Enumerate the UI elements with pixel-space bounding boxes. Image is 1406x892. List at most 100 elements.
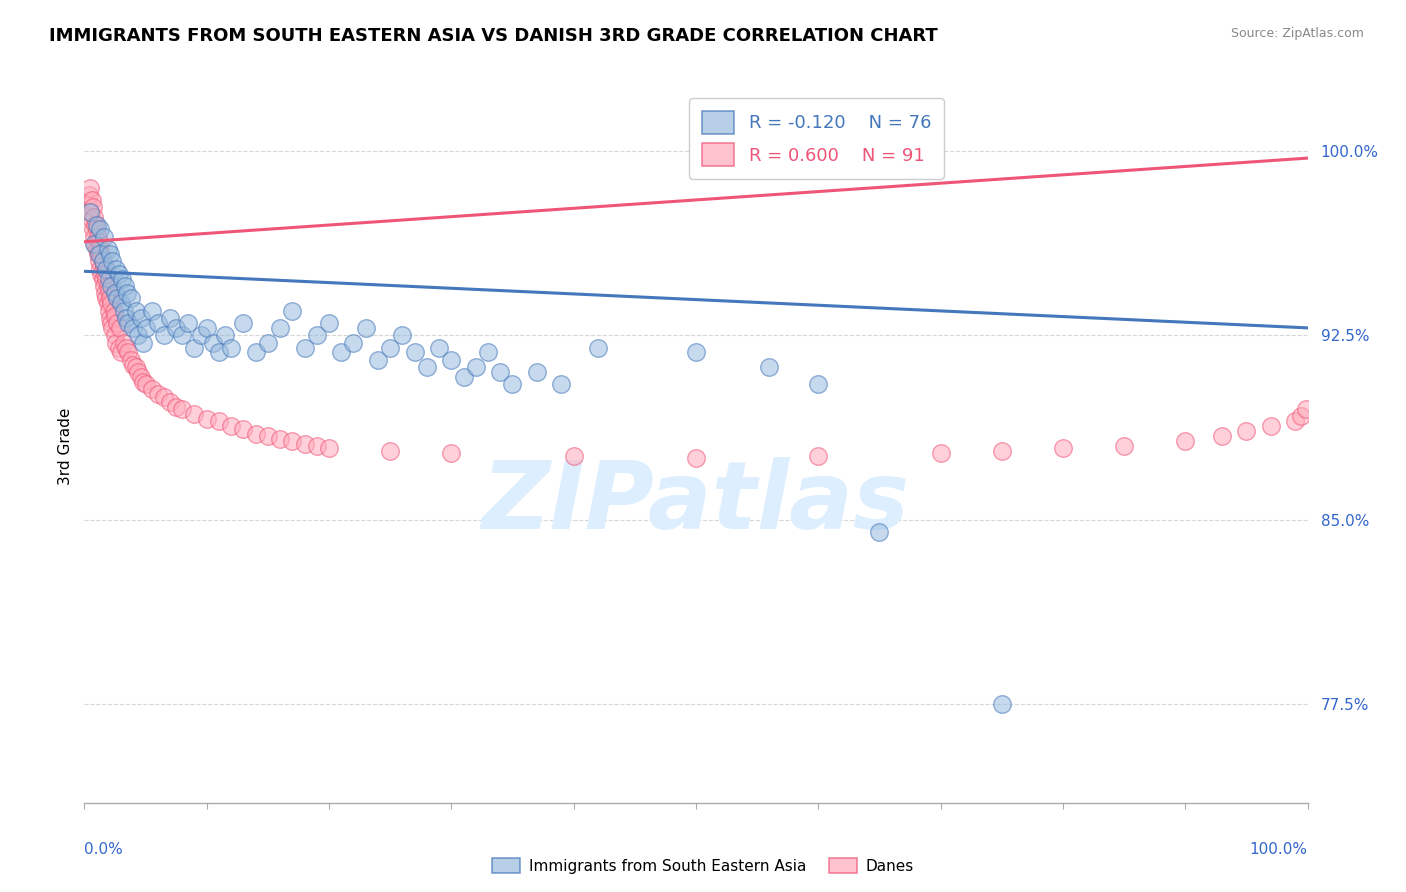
Point: [100, 316, 122, 330]
Point: [129, 370, 152, 384]
Point: [245, 345, 267, 359]
Point: [550, 377, 572, 392]
Point: [89, 261, 111, 276]
Point: [165, 400, 187, 414]
Point: [87, 254, 110, 268]
Point: [404, 345, 426, 359]
Point: [83, 237, 105, 252]
Point: [991, 444, 1014, 458]
Point: [114, 279, 136, 293]
Point: [129, 311, 152, 326]
Point: [153, 328, 176, 343]
Point: [269, 432, 291, 446]
Point: [98, 291, 121, 305]
Point: [77, 188, 100, 202]
Point: [183, 407, 205, 421]
Point: [97, 303, 120, 318]
Point: [117, 316, 139, 330]
Point: [190, 328, 212, 343]
Point: [87, 235, 110, 249]
Point: [416, 360, 439, 375]
Point: [477, 345, 499, 359]
Point: [107, 341, 129, 355]
Point: [146, 316, 169, 330]
Point: [183, 341, 205, 355]
Point: [125, 360, 148, 375]
Point: [219, 341, 242, 355]
Point: [90, 267, 112, 281]
Point: [94, 286, 117, 301]
Point: [1052, 442, 1074, 456]
Point: [135, 377, 157, 392]
Point: [108, 321, 131, 335]
Legend: Immigrants from South Eastern Asia, Danes: Immigrants from South Eastern Asia, Dane…: [486, 852, 920, 880]
Point: [97, 271, 120, 285]
Point: [87, 230, 110, 244]
Point: [89, 242, 111, 256]
Point: [115, 286, 138, 301]
Point: [586, 341, 609, 355]
Point: [153, 390, 176, 404]
Point: [440, 352, 463, 367]
Point: [79, 205, 101, 219]
Point: [257, 429, 280, 443]
Point: [135, 321, 157, 335]
Point: [305, 439, 328, 453]
Point: [91, 271, 114, 285]
Point: [214, 328, 236, 343]
Point: [195, 321, 218, 335]
Text: Source: ZipAtlas.com: Source: ZipAtlas.com: [1230, 27, 1364, 40]
Point: [132, 375, 155, 389]
Point: [96, 261, 118, 276]
Point: [91, 254, 114, 268]
Point: [159, 394, 181, 409]
Point: [208, 345, 231, 359]
Point: [367, 352, 389, 367]
Point: [90, 247, 112, 261]
Point: [115, 311, 138, 326]
Point: [929, 446, 952, 460]
Point: [991, 698, 1014, 712]
Y-axis label: 3rd Grade: 3rd Grade: [58, 408, 73, 484]
Point: [98, 311, 121, 326]
Point: [96, 291, 118, 305]
Point: [112, 303, 135, 318]
Point: [177, 316, 200, 330]
Point: [294, 341, 316, 355]
Point: [79, 180, 101, 194]
Point: [93, 279, 115, 293]
Point: [354, 321, 377, 335]
Point: [125, 303, 148, 318]
Point: [232, 316, 254, 330]
Point: [391, 328, 413, 343]
Point: [208, 414, 231, 428]
Point: [89, 222, 111, 236]
Point: [104, 328, 127, 343]
Point: [97, 284, 120, 298]
Point: [453, 370, 475, 384]
Point: [83, 210, 105, 224]
Point: [86, 222, 108, 236]
Point: [489, 365, 512, 379]
Point: [97, 279, 120, 293]
Point: [87, 247, 110, 261]
Point: [100, 279, 122, 293]
Point: [1284, 414, 1306, 428]
Point: [80, 193, 103, 207]
Point: [127, 365, 149, 379]
Text: ZIPatlas: ZIPatlas: [482, 457, 910, 549]
Point: [120, 291, 142, 305]
Point: [101, 321, 124, 335]
Point: [269, 321, 291, 335]
Point: [80, 212, 103, 227]
Point: [305, 328, 328, 343]
Point: [146, 387, 169, 401]
Point: [427, 341, 450, 355]
Point: [87, 247, 110, 261]
Point: [105, 335, 128, 350]
Point: [97, 242, 120, 256]
Point: [122, 358, 145, 372]
Point: [869, 525, 891, 540]
Point: [159, 311, 181, 326]
Point: [245, 426, 267, 441]
